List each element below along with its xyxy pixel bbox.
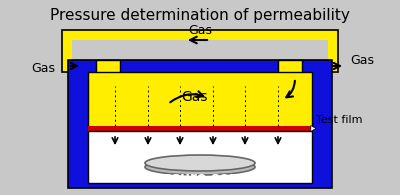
- Bar: [278, 60, 302, 80]
- Bar: [62, 30, 338, 72]
- Ellipse shape: [145, 159, 255, 175]
- Text: Gas: Gas: [182, 90, 208, 104]
- Text: Gas: Gas: [188, 24, 212, 37]
- Bar: [88, 131, 312, 183]
- Text: Pressure sensor: Pressure sensor: [137, 171, 263, 185]
- Text: Test film: Test film: [316, 115, 362, 125]
- Bar: [88, 72, 312, 128]
- Ellipse shape: [145, 155, 255, 171]
- Text: Gas: Gas: [31, 61, 55, 74]
- Bar: [68, 60, 332, 188]
- Bar: [72, 40, 328, 62]
- Bar: [88, 126, 312, 132]
- Text: Pressure determination of permeability: Pressure determination of permeability: [50, 8, 350, 23]
- Bar: [96, 60, 120, 80]
- Text: Gas: Gas: [350, 53, 374, 66]
